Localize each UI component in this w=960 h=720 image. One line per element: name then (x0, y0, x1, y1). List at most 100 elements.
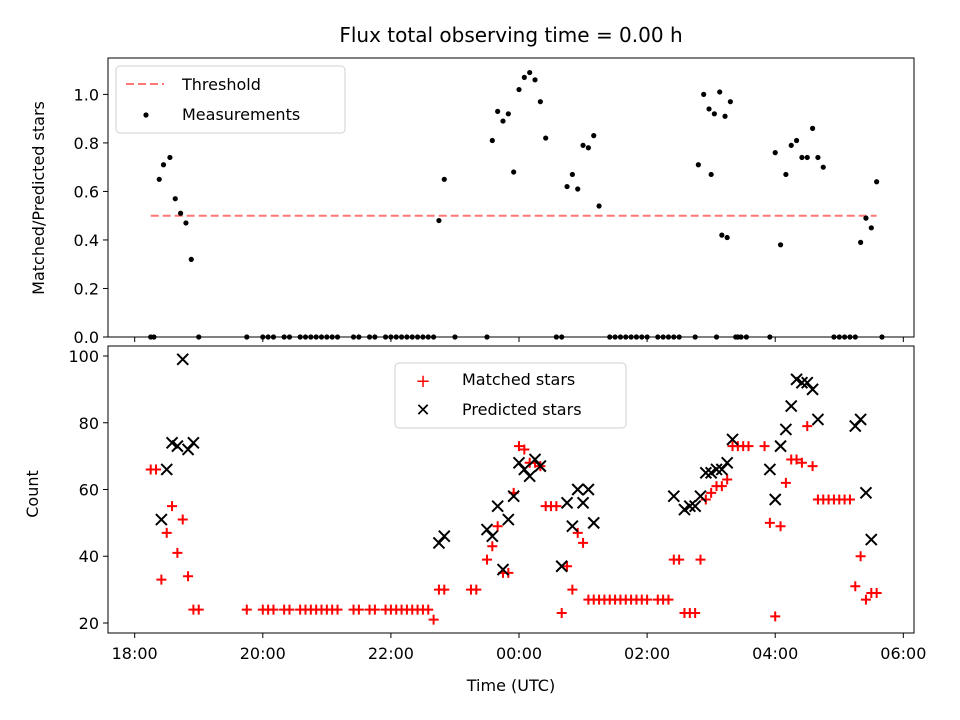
measurement-point (858, 239, 864, 245)
measurement-point (521, 74, 527, 81)
measurement-point (695, 162, 701, 168)
predicted-star-point (710, 463, 723, 476)
measurement-point (585, 145, 591, 151)
matched-star-point (268, 604, 279, 615)
measurement-point (724, 234, 730, 241)
matched-star-point (690, 607, 701, 618)
measurement-point (575, 186, 581, 192)
x-tick-label: 20:00 (240, 644, 286, 663)
bottom-legend: + Matched stars ✕ Predicted stars (394, 362, 627, 429)
matched-star-point (183, 571, 194, 582)
predicted-star-point (571, 483, 584, 496)
measurement-point (596, 203, 602, 209)
measurement-point (722, 113, 728, 119)
measurement-point (701, 91, 707, 97)
matched-star-point (161, 527, 172, 538)
matched-star-point (487, 541, 498, 552)
matched-star-point (695, 554, 706, 565)
matched-star-point (471, 584, 482, 595)
measurement-point (564, 183, 570, 190)
measurement-point (441, 176, 447, 182)
y-tick-label: 0.6 (74, 182, 99, 201)
y-tick-label: 60 (79, 481, 99, 500)
measurement-point (532, 77, 538, 83)
measurement-point (772, 150, 778, 156)
measurement-point (580, 142, 586, 148)
predicted-star-point (854, 413, 867, 426)
predicted-star-point (795, 376, 809, 389)
matched-star-point (353, 604, 364, 615)
matched-star-point (674, 554, 685, 565)
measurement-point (516, 86, 522, 93)
measurement-point (172, 196, 178, 202)
matched-star-point (369, 604, 380, 615)
matched-star-point (572, 527, 583, 538)
bottom-panel: 20 40 60 80 100 18:00 20:00 22:00 00:00 02:00 04:… (23, 345, 926, 695)
predicted-star-point (683, 499, 697, 513)
measurement-point (815, 154, 821, 161)
measurement-point (711, 111, 717, 117)
bottom-plot-area (145, 353, 882, 625)
y-tick-label: 100 (68, 347, 99, 366)
predicted-star-point (560, 496, 574, 510)
measurement-point (868, 225, 874, 231)
matched-star-point (764, 517, 775, 528)
matched-star-point (284, 604, 295, 615)
matched-star-point (492, 521, 503, 532)
matched-star-point (796, 457, 807, 468)
bottom-y-axis: 20 40 60 80 100 (68, 347, 108, 633)
matched-star-point (706, 487, 717, 498)
y-tick-label: 0.4 (74, 231, 99, 250)
predicted-star-point (769, 493, 782, 506)
y-tick-label: 0.2 (74, 279, 99, 298)
matched-star-point (151, 464, 162, 475)
predicted-star-point (720, 456, 734, 470)
x-tick-label: 04:00 (752, 644, 798, 663)
x-tick-label: 06:00 (880, 644, 926, 663)
measurement-point (177, 210, 184, 216)
matched-star-point (743, 441, 754, 452)
predicted-star-point (688, 499, 702, 513)
matched-star-point (759, 441, 770, 452)
predicted-star-point (774, 439, 787, 453)
measurement-point (706, 106, 712, 112)
predicted-star-point (438, 530, 451, 543)
matched-star-point (722, 474, 733, 485)
predicted-star-point (486, 530, 499, 543)
predicted-star-point (667, 489, 681, 503)
measurement-point (804, 154, 810, 161)
matched-star-point (193, 604, 204, 615)
predicted-star-point (806, 383, 819, 396)
measurement-point (727, 99, 733, 105)
predicted-star-point (576, 496, 590, 510)
predicted-star-point (859, 486, 873, 500)
top-x-axis-ticks (134, 337, 904, 342)
predicted-star-point (507, 489, 520, 503)
predicted-star-point (763, 463, 777, 476)
top-axes-frame (107, 57, 915, 338)
measurement-point (489, 137, 495, 144)
top-y-axis: 0.0 0.2 0.4 0.6 0.8 1.0 (74, 85, 108, 347)
x-axis-title: Time (UTC) (466, 676, 555, 695)
bottom-legend-box (394, 362, 627, 429)
y-tick-label: 40 (79, 547, 99, 566)
measurement-point (708, 171, 714, 178)
matched-star-point (663, 594, 674, 605)
y-tick-label: 0.0 (74, 328, 99, 347)
legend-measurements-swatch (143, 112, 149, 118)
matched-star-point (428, 614, 439, 625)
measurement-point (719, 232, 725, 238)
measurement-point (188, 256, 194, 262)
matched-star-point (167, 501, 178, 512)
matched-star-point (514, 441, 525, 452)
top-panel: 0.0 0.2 0.4 0.6 0.8 1.0 Matched/Predicted sta… (29, 57, 915, 347)
predicted-star-point (491, 499, 504, 513)
legend-matched-swatch: + (415, 371, 430, 392)
legend-threshold-label: Threshold (181, 75, 261, 94)
legend-matched-label: Matched stars (462, 370, 575, 389)
y-tick-label: 0.8 (74, 134, 99, 153)
measurement-point (537, 99, 543, 105)
matched-star-point (855, 551, 866, 562)
matched-star-point (423, 604, 434, 615)
